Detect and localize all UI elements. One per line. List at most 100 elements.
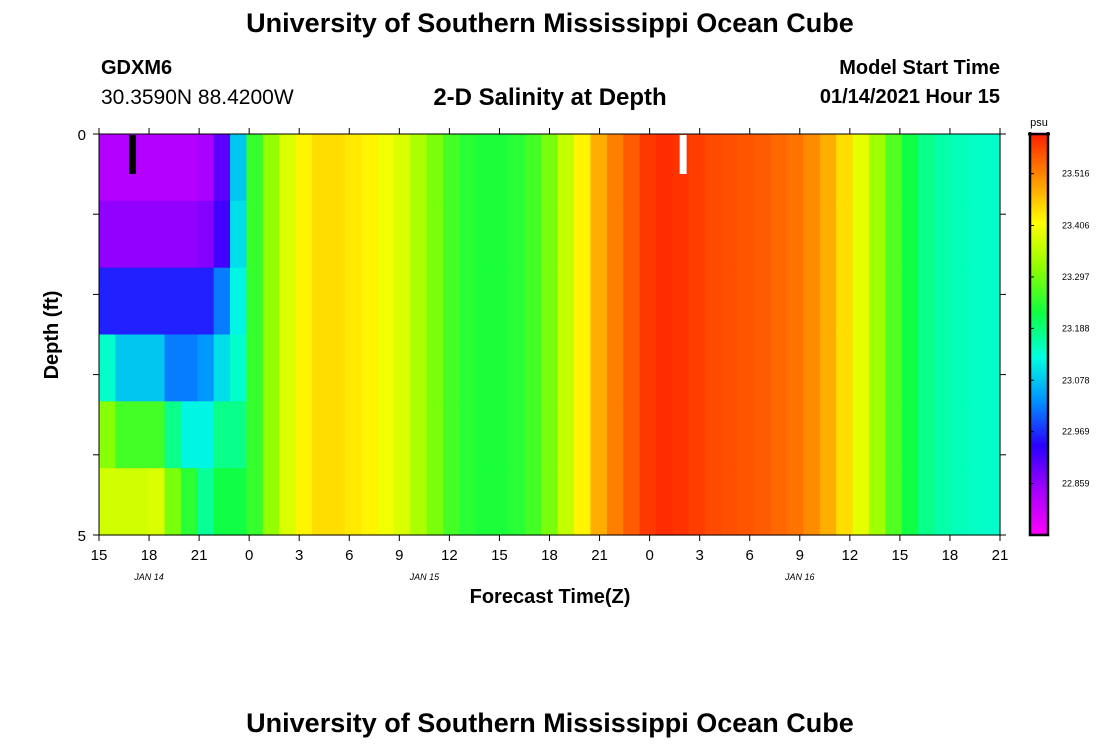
x-axis: 15 18 21 0 3 6 9 12 15 18 21 0 3 6 9 12 15 18 21 JAN 14 JAN … bbox=[91, 128, 1008, 582]
heatmap-cell bbox=[508, 334, 526, 402]
heatmap-cell bbox=[590, 267, 608, 336]
heatmap-cell bbox=[885, 267, 903, 336]
heatmap-cell bbox=[377, 334, 395, 402]
heatmap-cell bbox=[901, 468, 919, 536]
heatmap-cell bbox=[623, 267, 641, 336]
heatmap-cell bbox=[983, 468, 1001, 536]
heatmap-cell bbox=[901, 401, 919, 469]
heatmap-cell bbox=[393, 334, 411, 402]
heatmap-cell bbox=[115, 334, 133, 402]
heatmap-cell bbox=[197, 267, 215, 336]
heatmap-cell bbox=[475, 200, 493, 269]
colorbar-unit: psu bbox=[1030, 117, 1048, 129]
heatmap-cell bbox=[967, 334, 985, 402]
heatmap-cell bbox=[230, 134, 248, 202]
heatmap-cell bbox=[99, 468, 116, 536]
heatmap-cell bbox=[262, 468, 280, 536]
heatmap-cell bbox=[868, 267, 886, 336]
heatmap-cell bbox=[295, 401, 313, 469]
heatmap-cell bbox=[606, 134, 624, 202]
heatmap-cell bbox=[590, 134, 608, 202]
heatmap-cell bbox=[754, 134, 772, 202]
heatmap-cell bbox=[197, 334, 215, 402]
heatmap-cell bbox=[574, 267, 592, 336]
colorbar-tick-label: 23.516 bbox=[1062, 169, 1090, 179]
heatmap-cell bbox=[934, 267, 952, 336]
heatmap-cell bbox=[639, 401, 657, 469]
heatmap-cell bbox=[426, 334, 444, 402]
heatmap-cell bbox=[541, 267, 559, 336]
heatmap-cell bbox=[311, 134, 329, 202]
heatmap-cell bbox=[918, 134, 936, 202]
heatmap-cell bbox=[688, 267, 706, 336]
heatmap-cell bbox=[131, 334, 149, 402]
colorbar-tick-label: 22.969 bbox=[1062, 427, 1090, 437]
heatmap-cell bbox=[934, 200, 952, 269]
heatmap-cell bbox=[885, 134, 903, 202]
heatmap-cell bbox=[787, 468, 805, 536]
heatmap-cell bbox=[639, 200, 657, 269]
heatmap-cell bbox=[721, 267, 739, 336]
heatmap-cell bbox=[655, 401, 673, 469]
heatmap-cell bbox=[475, 401, 493, 469]
heatmap-cell bbox=[557, 468, 575, 536]
heatmap-cell bbox=[967, 468, 985, 536]
heatmap-cell bbox=[705, 267, 723, 336]
heatmap-cell bbox=[344, 401, 362, 469]
heatmap-cell bbox=[230, 267, 248, 336]
heatmap-cell bbox=[524, 200, 542, 269]
x-tick-label: 21 bbox=[191, 547, 208, 564]
x-tick-label: 3 bbox=[295, 547, 303, 564]
heatmap-cell bbox=[983, 401, 1001, 469]
heatmap-cell bbox=[639, 267, 657, 336]
heatmap-cell bbox=[213, 134, 231, 202]
heatmap-cell bbox=[164, 134, 182, 202]
heatmap-cell bbox=[262, 401, 280, 469]
heatmap-cell bbox=[606, 334, 624, 402]
heatmap-cell bbox=[623, 468, 641, 536]
heatmap-cell bbox=[770, 200, 788, 269]
heatmap-cell bbox=[803, 267, 821, 336]
heatmap-cell bbox=[950, 468, 968, 536]
x-tick-label: 0 bbox=[645, 547, 653, 564]
heatmap-cell bbox=[213, 334, 231, 402]
heatmap-cell bbox=[459, 200, 477, 269]
colorbar-tick-label: 23.297 bbox=[1062, 272, 1090, 282]
heatmap-cell bbox=[492, 200, 510, 269]
heatmap-cell bbox=[655, 134, 673, 202]
heatmap-cell bbox=[197, 134, 215, 202]
heatmap-cell bbox=[180, 401, 198, 469]
heatmap-cell bbox=[115, 134, 133, 202]
heatmap-cell bbox=[148, 401, 166, 469]
heatmap-cell bbox=[885, 200, 903, 269]
heatmap-cell bbox=[918, 267, 936, 336]
heatmap-cell bbox=[164, 401, 182, 469]
heatmap-cell bbox=[901, 134, 919, 202]
heatmap-cell bbox=[836, 134, 854, 202]
heatmap-cell bbox=[311, 468, 329, 536]
marker-bar-white bbox=[679, 135, 687, 174]
heatmap-cell bbox=[475, 468, 493, 536]
heatmap-cell bbox=[410, 200, 428, 269]
heatmap-cell bbox=[705, 200, 723, 269]
model-start-value: 01/14/2021 Hour 15 bbox=[819, 86, 1000, 108]
x-tick-label: 6 bbox=[746, 547, 754, 564]
heatmap-cell bbox=[524, 134, 542, 202]
heatmap-cell bbox=[328, 334, 346, 402]
heatmap-cell bbox=[737, 334, 755, 402]
heatmap-cell bbox=[131, 200, 149, 269]
heatmap-cell bbox=[99, 134, 116, 202]
heatmap-cell bbox=[557, 134, 575, 202]
heatmap-cell bbox=[557, 200, 575, 269]
heatmap-cell bbox=[197, 200, 215, 269]
chart-subtitle: 2-D Salinity at Depth bbox=[433, 84, 667, 111]
heatmap-cell bbox=[361, 334, 379, 402]
heatmap-cell bbox=[311, 200, 329, 269]
heatmap-cell bbox=[721, 134, 739, 202]
heatmap-cell bbox=[868, 401, 886, 469]
heatmap-cell bbox=[443, 200, 460, 269]
heatmap-cell bbox=[688, 401, 706, 469]
y-axis: 05 bbox=[78, 127, 1006, 545]
heatmap-cell bbox=[557, 267, 575, 336]
heatmap-cell bbox=[983, 267, 1001, 336]
